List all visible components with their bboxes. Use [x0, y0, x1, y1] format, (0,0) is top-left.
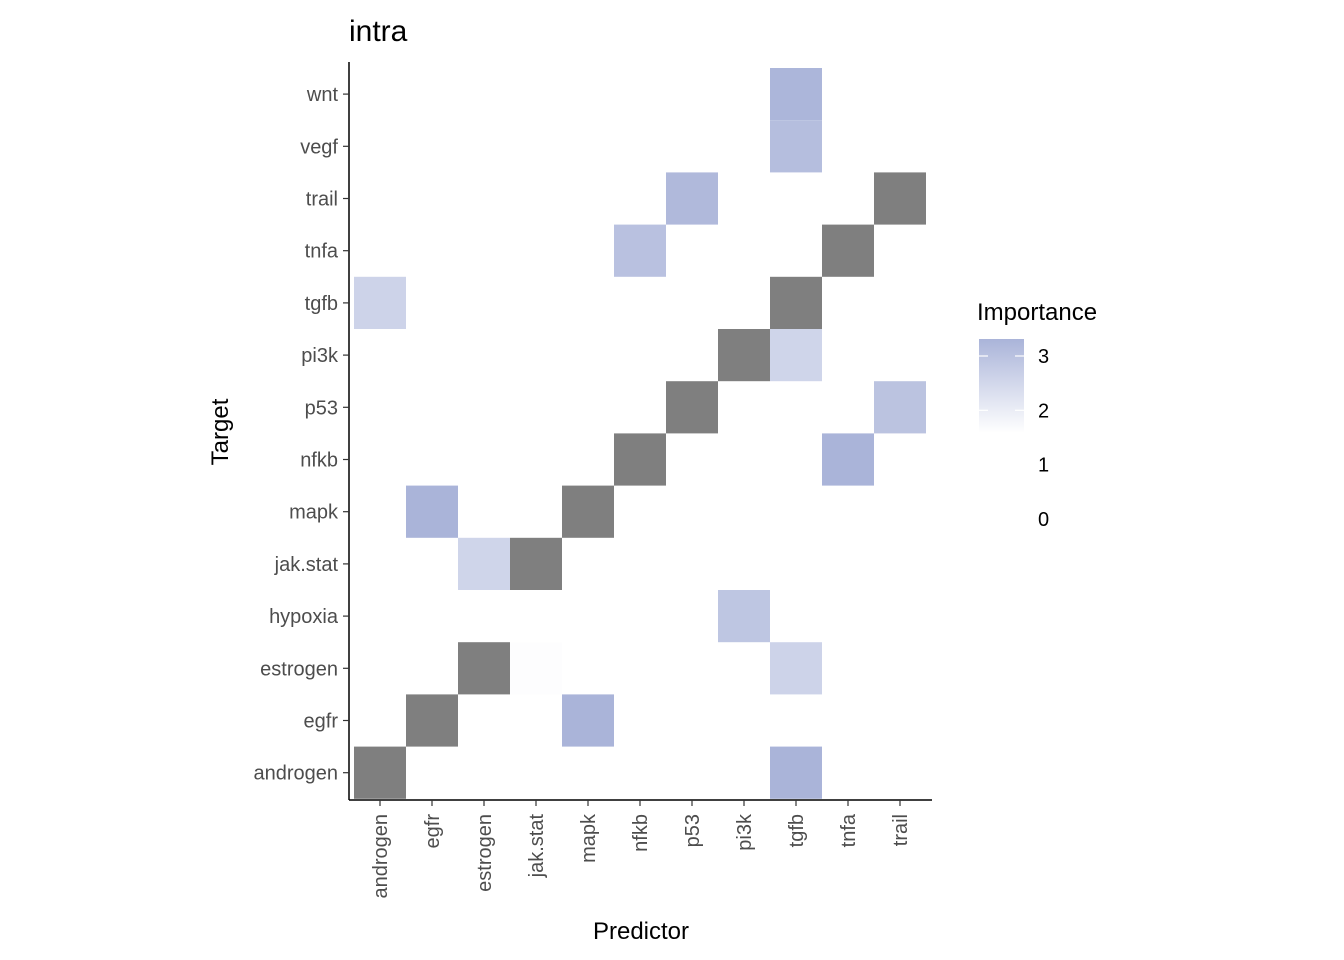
heatmap-cell — [406, 485, 458, 538]
heatmap-self-cell — [874, 172, 926, 225]
heatmap-self-cell — [510, 537, 562, 590]
y-tick-label: wnt — [306, 84, 339, 106]
heatmap-self-cell — [770, 276, 822, 329]
x-tick-label: egfr — [422, 814, 444, 849]
x-axis-title: Predictor — [593, 918, 689, 945]
heatmap-cell — [510, 642, 562, 695]
legend-gradient-bar — [979, 339, 1024, 433]
heatmap-self-cell — [666, 381, 718, 434]
x-tick-label: pi3k — [734, 813, 756, 851]
y-tick-label: vegf — [300, 136, 338, 158]
x-tick-label: trail — [890, 814, 912, 846]
legend-label: 1 — [1038, 455, 1049, 477]
heatmap-cell — [458, 537, 510, 590]
heatmap-cell — [718, 590, 770, 643]
heatmap-cell — [354, 276, 406, 329]
heatmap-cells — [354, 68, 926, 799]
y-tick-label: egfr — [304, 711, 339, 733]
heatmap-cell — [562, 694, 614, 747]
heatmap-cell — [770, 120, 822, 173]
y-tick-label: p53 — [305, 397, 338, 419]
heatmap-self-cell — [822, 224, 874, 277]
heatmap-self-cell — [354, 746, 406, 799]
heatmap-cell — [874, 381, 926, 434]
legend-label: 2 — [1038, 400, 1049, 422]
x-tick-label: androgen — [370, 814, 392, 899]
legend-title: Importance — [977, 299, 1097, 326]
heatmap-cell — [614, 224, 666, 277]
y-tick-label: estrogen — [260, 658, 338, 680]
legend-colorbar — [979, 339, 1024, 433]
y-tick-label: mapk — [289, 502, 339, 524]
heatmap-cell — [666, 172, 718, 225]
heatmap-cell — [770, 746, 822, 799]
y-tick-label: jak.stat — [274, 554, 339, 576]
heatmap-cell — [770, 642, 822, 695]
heatmap-self-cell — [718, 329, 770, 382]
y-tick-label: hypoxia — [269, 606, 339, 628]
heatmap-cell — [822, 433, 874, 486]
x-tick-label: jak.stat — [526, 814, 548, 879]
y-tick-label: trail — [306, 189, 338, 211]
x-tick-label: estrogen — [474, 814, 496, 892]
y-axis-title: Target — [207, 398, 234, 465]
y-tick-label: pi3k — [301, 345, 339, 367]
heatmap-self-cell — [406, 694, 458, 747]
y-tick-label: nfkb — [300, 450, 338, 472]
y-tick-label: tgfb — [305, 293, 338, 315]
x-tick-label: nfkb — [630, 814, 652, 852]
x-axis-ticks: androgen egfr estrogen jak.stat mapk nfkb p53 p… — [370, 800, 912, 899]
x-tick-label: p53 — [682, 814, 704, 847]
plot-title: intra — [349, 15, 408, 48]
heatmap-self-cell — [458, 642, 510, 695]
heatmap-cell — [770, 68, 822, 121]
heatmap-cell — [770, 329, 822, 382]
heatmap-self-cell — [614, 433, 666, 486]
y-tick-label: androgen — [253, 763, 338, 785]
y-axis-ticks: androgen egfr estrogen hypoxia jak.stat mapk n… — [253, 84, 349, 785]
legend-label: 3 — [1038, 346, 1049, 368]
heatmap-self-cell — [562, 485, 614, 538]
legend: Importance 3 2 1 0 — [977, 299, 1097, 531]
x-tick-label: tgfb — [786, 814, 808, 847]
x-tick-label: mapk — [578, 813, 600, 863]
legend-label: 0 — [1038, 509, 1049, 531]
axes — [348, 62, 932, 801]
legend-labels: 3 2 1 0 — [1038, 346, 1049, 531]
x-tick-label: tnfa — [838, 813, 860, 847]
y-tick-label: tnfa — [305, 241, 339, 263]
